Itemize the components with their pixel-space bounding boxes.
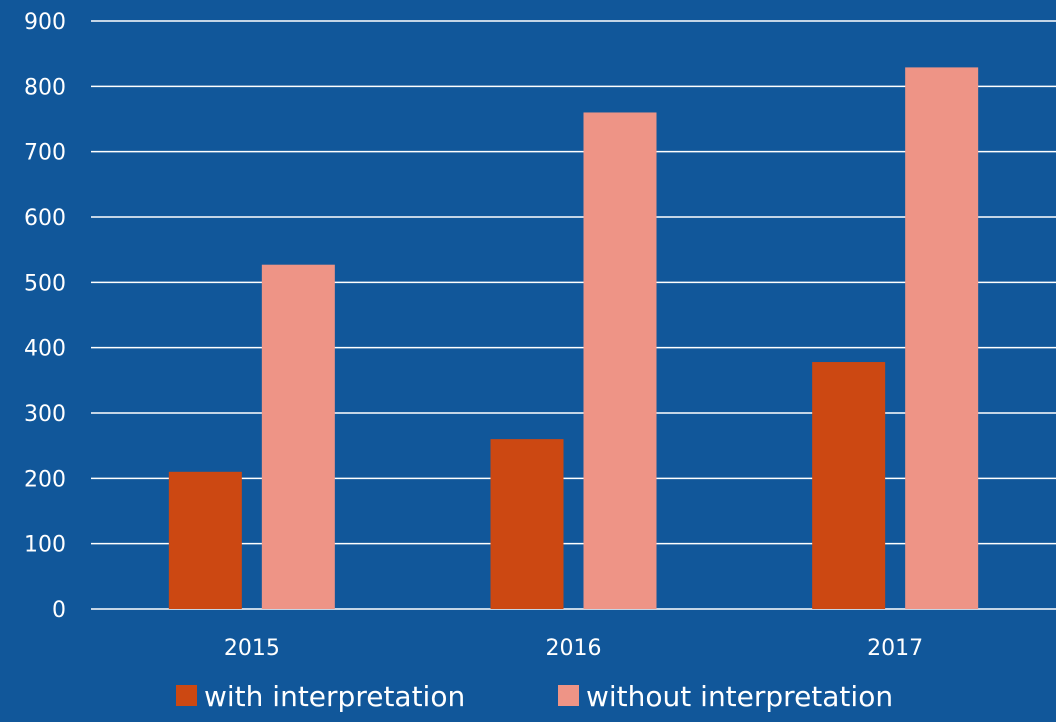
y-tick-label: 0	[52, 598, 66, 623]
bar-without-interpretation-2017	[905, 67, 979, 610]
x-tick-label: 2015	[224, 636, 280, 661]
x-tick-label: 2017	[867, 636, 923, 661]
y-tick-label: 600	[24, 206, 66, 231]
legend-swatch-with-interpretation	[176, 685, 197, 706]
y-tick-label: 900	[24, 10, 66, 35]
y-tick-label: 700	[24, 141, 66, 166]
legend-label-without-interpretation: without interpretation	[586, 680, 893, 713]
y-tick-label: 200	[24, 467, 66, 492]
y-tick-label: 400	[24, 337, 66, 362]
legend: with interpretation without interpretatio…	[176, 680, 893, 713]
y-tick-label: 800	[24, 75, 66, 100]
y-tick-label: 100	[24, 533, 66, 558]
legend-label-with-interpretation: with interpretation	[204, 680, 465, 713]
bar-without-interpretation-2016	[583, 112, 657, 609]
bars	[168, 67, 979, 610]
bar-with-interpretation-2016	[490, 439, 564, 609]
gridlines	[91, 20, 1056, 610]
bar-without-interpretation-2015	[261, 264, 335, 609]
y-tick-label: 300	[24, 402, 66, 427]
x-tick-label: 2016	[546, 636, 602, 661]
y-tick-label: 500	[24, 271, 66, 296]
bar-with-interpretation-2017	[812, 362, 886, 609]
x-axis-tick-labels: 2015 2016 2017	[224, 636, 923, 661]
y-axis-tick-labels: 0 100 200 300 400 500 600 700 800 900	[24, 10, 66, 623]
legend-swatch-without-interpretation	[558, 685, 579, 706]
bar-with-interpretation-2015	[168, 471, 242, 609]
